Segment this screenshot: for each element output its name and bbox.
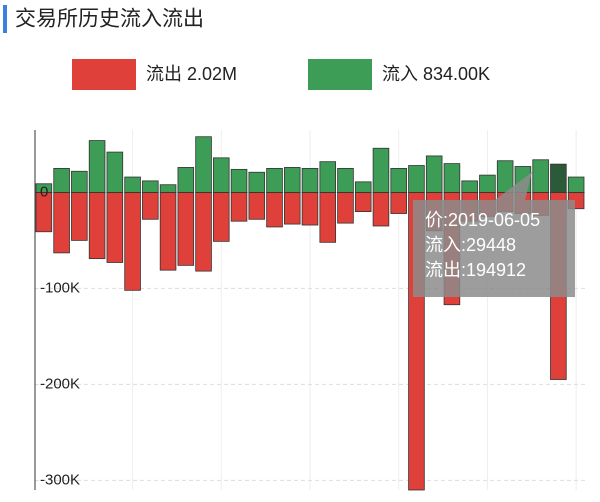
bar[interactable]: [496, 160, 514, 193]
bar[interactable]: [230, 168, 248, 193]
bar[interactable]: [372, 147, 390, 193]
chart-title: 交易所历史流入流出: [15, 8, 204, 31]
bar[interactable]: [532, 159, 549, 193]
bar[interactable]: [71, 170, 88, 193]
bar[interactable]: [177, 191, 195, 266]
bar[interactable]: [177, 167, 195, 193]
bar[interactable]: [124, 176, 141, 193]
bar[interactable]: [266, 191, 283, 228]
bar[interactable]: [337, 191, 354, 224]
bar[interactable]: [390, 191, 407, 214]
legend-label: 流出 2.02M: [146, 64, 237, 84]
bar[interactable]: [53, 191, 70, 254]
bar[interactable]: [106, 191, 124, 263]
bar[interactable]: [567, 176, 585, 193]
bar[interactable]: [195, 136, 212, 193]
bar[interactable]: [195, 191, 212, 272]
bar[interactable]: [461, 180, 478, 193]
bar[interactable]: [88, 140, 106, 193]
bar[interactable]: [443, 163, 461, 193]
bar[interactable]: [319, 191, 337, 243]
bar[interactable]: [230, 191, 248, 222]
tooltip-text: 价:2019-06-05: [425, 210, 540, 230]
y-tick-label: -300K: [40, 471, 80, 488]
legend-swatch: [308, 59, 372, 90]
bar[interactable]: [301, 191, 319, 226]
y-tick-label: 0: [40, 183, 48, 200]
bar[interactable]: [354, 181, 372, 193]
bar[interactable]: [550, 163, 567, 193]
y-tick-label: -200K: [40, 375, 80, 392]
bar[interactable]: [408, 165, 425, 193]
bar[interactable]: [142, 191, 159, 220]
bar[interactable]: [390, 167, 407, 193]
bar[interactable]: [283, 167, 301, 193]
bar[interactable]: [88, 191, 106, 260]
bar[interactable]: [479, 174, 496, 193]
bar[interactable]: [159, 184, 177, 193]
bar[interactable]: [248, 191, 266, 220]
bar[interactable]: [248, 171, 266, 193]
tooltip-text: 流出:194912: [425, 260, 526, 280]
bar[interactable]: [35, 183, 53, 193]
bar[interactable]: [106, 151, 124, 193]
bar[interactable]: [354, 191, 372, 212]
bar[interactable]: [142, 180, 159, 193]
bar[interactable]: [425, 155, 443, 193]
bar[interactable]: [124, 191, 141, 291]
bar[interactable]: [283, 191, 301, 225]
bar[interactable]: [337, 167, 354, 193]
bar[interactable]: [159, 191, 177, 271]
tooltip-pointer: [495, 172, 532, 200]
bar[interactable]: [213, 191, 230, 242]
legend-label: 流入 834.00K: [382, 64, 490, 84]
tooltip-text: 流入:29448: [425, 235, 516, 255]
y-tick-label: -100K: [40, 279, 80, 296]
title-marker: [3, 5, 7, 33]
bar[interactable]: [53, 167, 70, 193]
tooltip: [413, 200, 575, 297]
bar[interactable]: [319, 161, 337, 193]
bar[interactable]: [372, 191, 390, 227]
bar[interactable]: [213, 157, 230, 193]
bar[interactable]: [71, 191, 88, 241]
legend-swatch: [72, 59, 136, 90]
bar[interactable]: [301, 167, 319, 193]
bar[interactable]: [266, 167, 283, 193]
